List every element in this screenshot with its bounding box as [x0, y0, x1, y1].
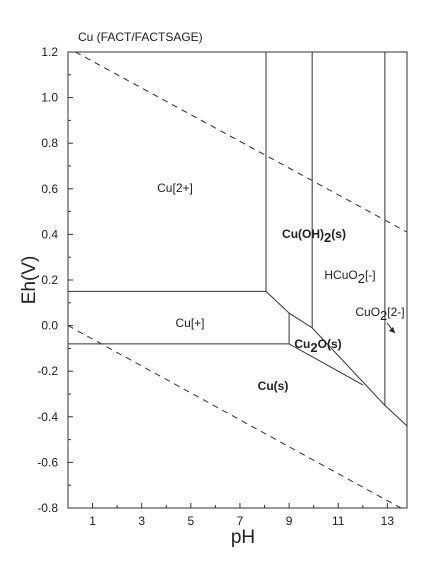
- x-tick-label: 11: [332, 514, 345, 528]
- region-label: Cu(OH)2(s): [282, 227, 346, 245]
- label-part: Cu(s): [258, 379, 289, 393]
- region-label: CuO2[2-]: [355, 305, 404, 323]
- y-tick-label: 0.4: [41, 227, 58, 241]
- y-tick-label: 0.2: [41, 273, 58, 287]
- region-label: Cu2O(s): [294, 337, 341, 355]
- x-tick-label: 7: [237, 514, 244, 528]
- y-tick-label: 0.6: [41, 182, 58, 196]
- region-label: Cu[2+]: [157, 181, 193, 195]
- label-part: (s): [331, 227, 346, 241]
- region-label: HCuO2[-]: [324, 268, 375, 286]
- x-tick-label: 3: [138, 514, 145, 528]
- label-part: HCuO: [324, 268, 357, 282]
- y-tick-label: 1.0: [41, 91, 58, 105]
- label-part: 2: [380, 308, 387, 323]
- x-tick-label: 1: [89, 514, 96, 528]
- label-part: Cu: [294, 337, 310, 351]
- boundary-line: [68, 343, 364, 386]
- label-part: Cu[+]: [175, 316, 204, 330]
- label-part: CuO: [355, 305, 380, 319]
- y-tick-label: -0.8: [37, 501, 58, 515]
- label-part: [-]: [365, 268, 376, 282]
- y-tick-label: 0.8: [41, 136, 58, 150]
- label-part: Cu[2+]: [157, 181, 193, 195]
- water-line: [67, 325, 402, 509]
- x-tick-label: 5: [187, 514, 194, 528]
- label-part: O(s): [318, 337, 342, 351]
- chart-title: Cu (FACT/FACTSAGE): [78, 30, 203, 44]
- y-tick-label: -0.6: [37, 455, 58, 469]
- label-part: [2-]: [387, 305, 404, 319]
- water-line: [75, 51, 408, 233]
- y-tick-label: 0.0: [41, 319, 58, 333]
- y-tick-label: -0.2: [37, 364, 58, 378]
- region-label: Cu(s): [258, 379, 289, 393]
- label-part: Cu(OH): [282, 227, 324, 241]
- x-tick-label: 9: [286, 514, 293, 528]
- region-label: Cu[+]: [175, 316, 204, 330]
- y-axis-label: Eh(V): [19, 256, 40, 305]
- x-tick-label: 13: [381, 514, 395, 528]
- x-axis-label: pH: [231, 527, 255, 548]
- y-tick-label: 1.2: [41, 45, 58, 59]
- label-part: 2: [310, 340, 317, 355]
- label-part: 2: [324, 230, 331, 245]
- y-tick-label: -0.4: [37, 410, 58, 424]
- arrow-head: [389, 327, 395, 333]
- label-part: 2: [358, 271, 365, 286]
